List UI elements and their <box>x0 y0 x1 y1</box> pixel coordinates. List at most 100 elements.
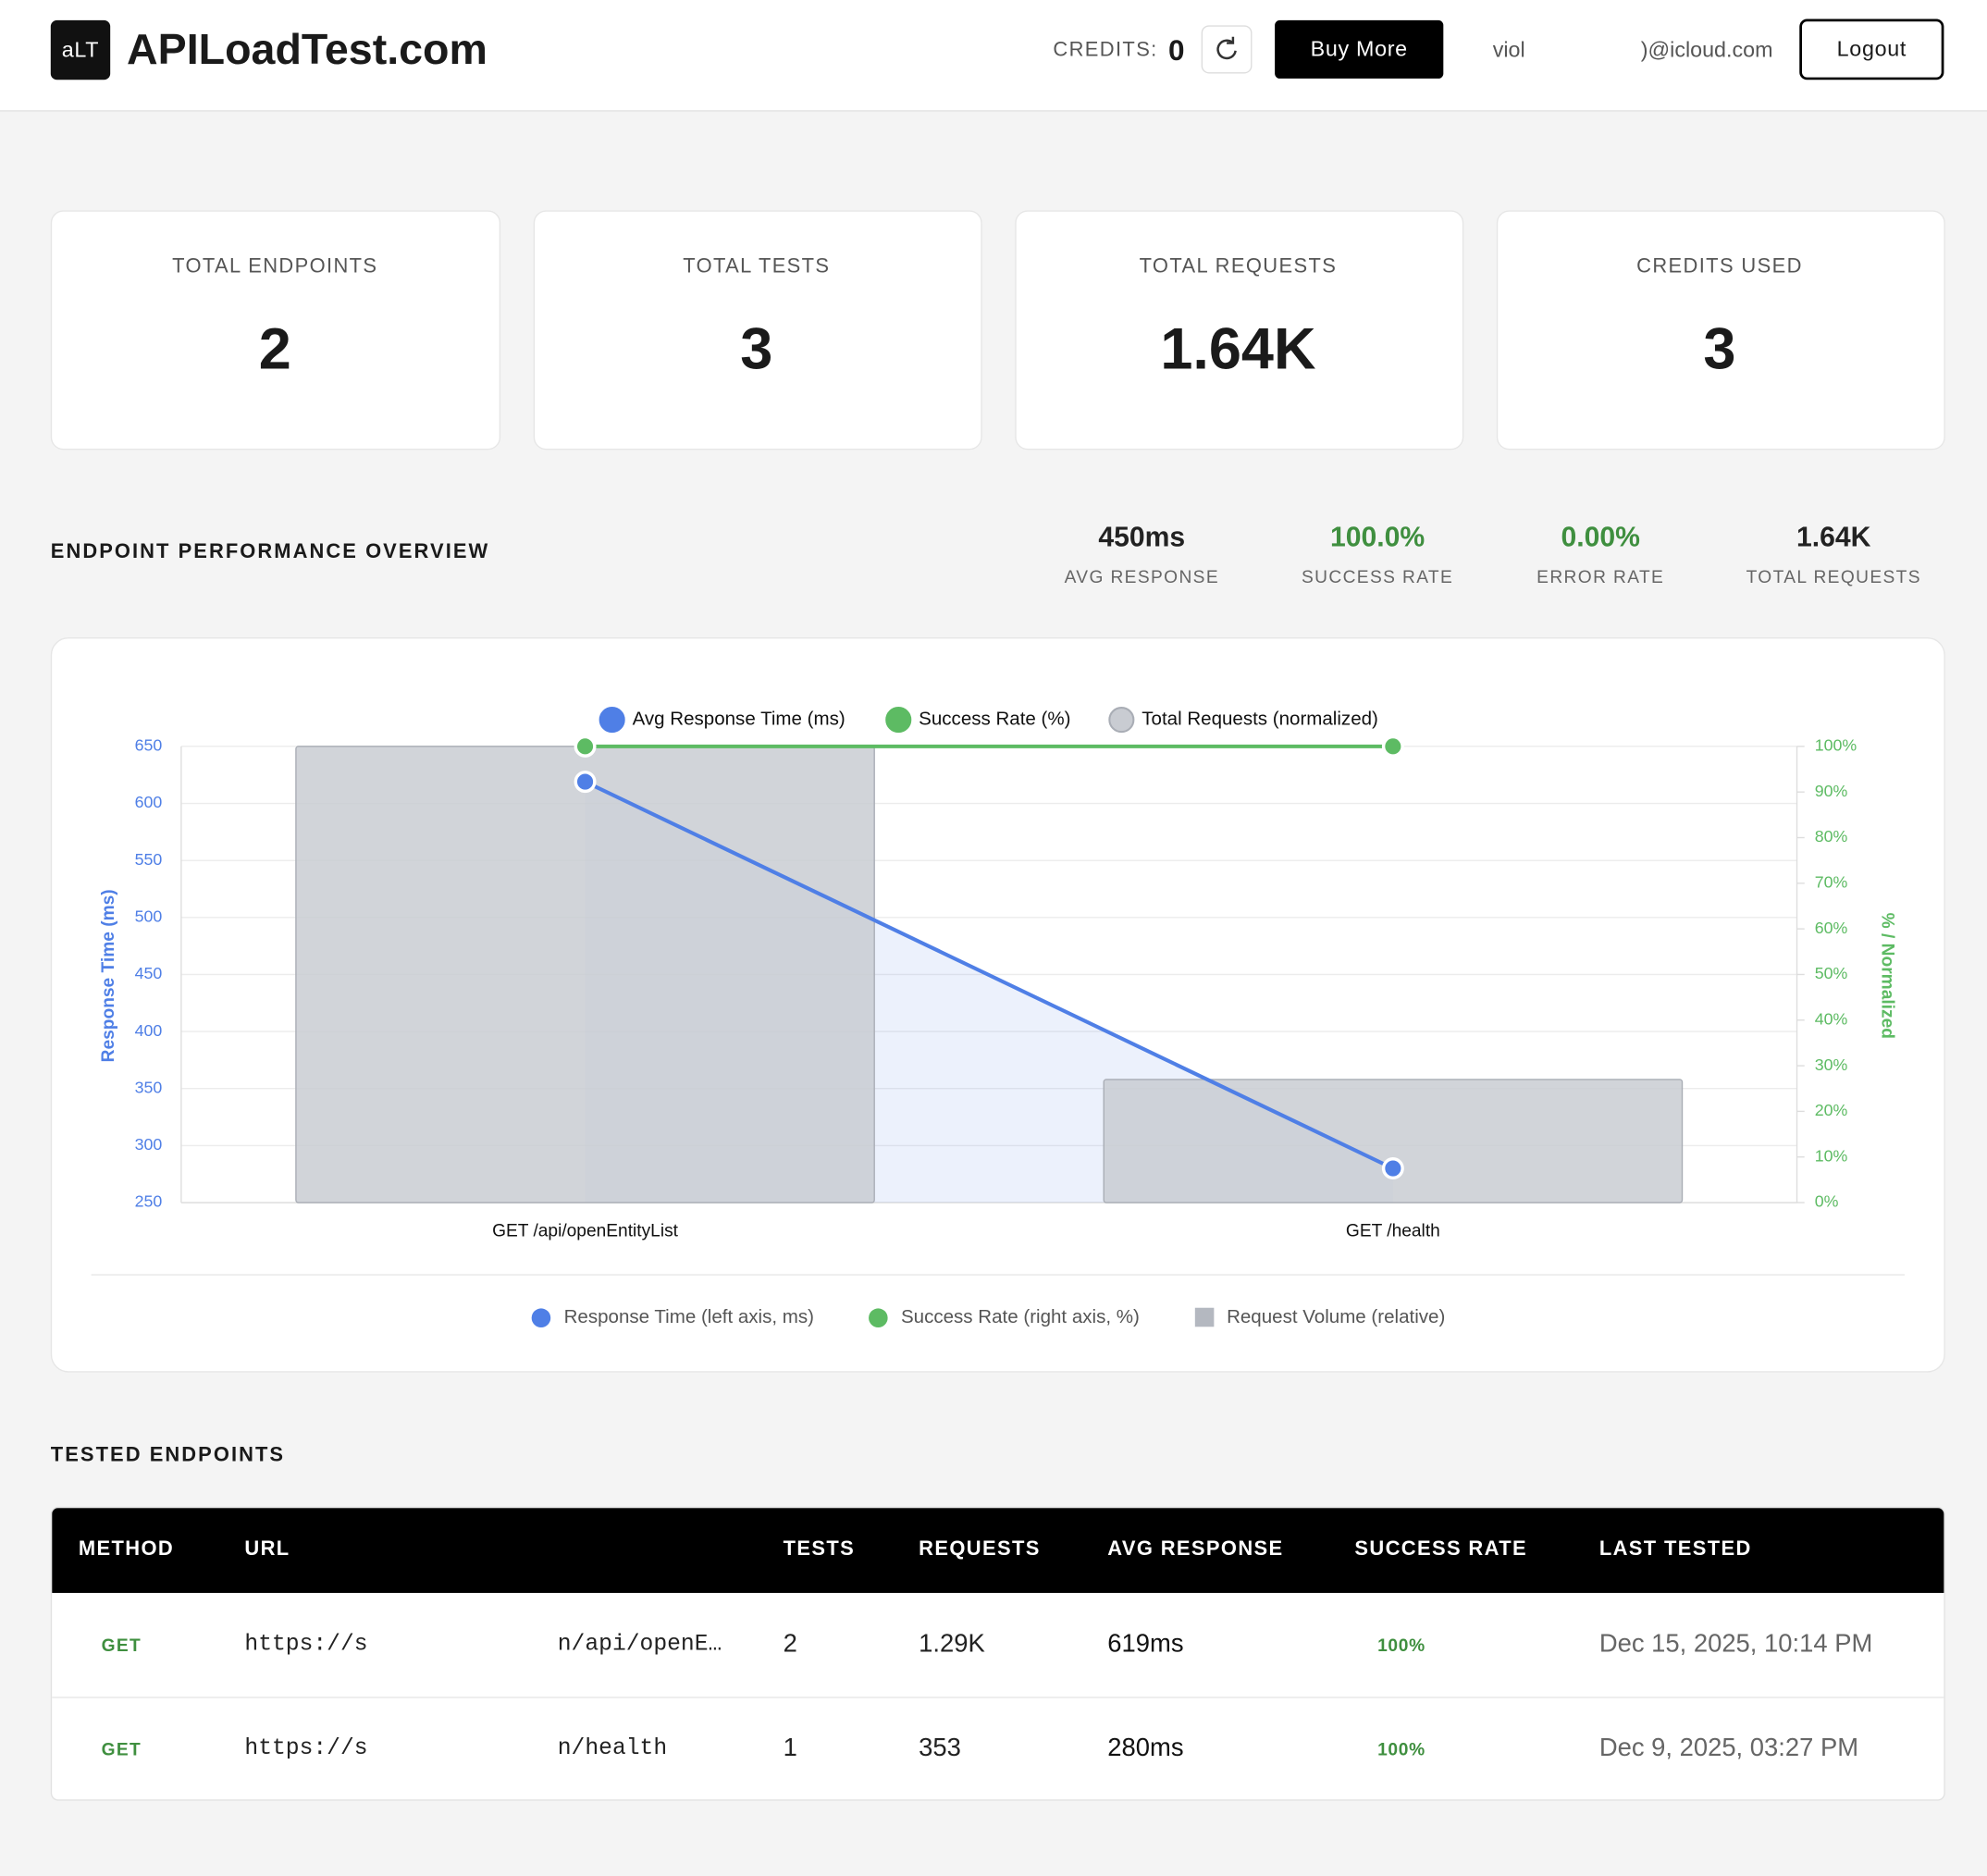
stat-card <box>50 210 501 450</box>
column-header: REQUESTS <box>919 1538 1041 1561</box>
y2-tick-label: 30% <box>1815 1055 1848 1074</box>
url: https://s <box>244 1632 368 1658</box>
method: GET <box>101 1738 142 1759</box>
url: n/api/openE… <box>557 1632 722 1658</box>
credits-label: CREDITS: <box>1053 39 1158 61</box>
y2-tick-label: 0% <box>1815 1192 1839 1211</box>
table <box>50 1506 1945 1801</box>
line <box>584 780 1394 1170</box>
success-rate: 100% <box>1377 1635 1425 1656</box>
y-tick-label: 350 <box>135 1078 163 1096</box>
buy-more-button[interactable]: Buy More <box>1275 19 1444 79</box>
bar <box>295 746 875 1203</box>
stat-card <box>1496 210 1945 450</box>
y2-tick-label: 80% <box>1815 827 1848 845</box>
y2-tick-label: 60% <box>1815 919 1848 937</box>
y-tick-label: 650 <box>135 736 163 755</box>
legend-label: Total Requests (normalized) <box>1142 709 1378 730</box>
note-label: Success Rate (right axis, %) <box>901 1306 1140 1327</box>
column-header: METHOD <box>78 1538 175 1561</box>
user-name: viol <box>1492 38 1525 63</box>
metric-value: 100.0% <box>1329 521 1425 553</box>
chart: 250 300 350 400 450 500 550 600 650 0% 10% 20% 30% 40… <box>91 707 1905 1327</box>
y2-tick-label: 40% <box>1815 1009 1848 1028</box>
x-tick-label: GET /api/openEntityList <box>492 1222 679 1241</box>
metric-value: 1.64K <box>1796 521 1871 553</box>
y2-tick-label: 100% <box>1815 736 1857 755</box>
y2-axis-title: % / Normalized <box>1878 913 1897 1039</box>
stat-value: 1.64K <box>1160 315 1316 382</box>
stat-value: 3 <box>740 315 773 382</box>
avg-response: 619ms <box>1107 1630 1184 1659</box>
y-tick-label: 550 <box>135 850 163 869</box>
column-header: URL <box>244 1538 290 1561</box>
stat-label: CREDITS USED <box>1636 255 1803 278</box>
tests: 1 <box>783 1734 797 1762</box>
metric-label: ERROR RATE <box>1537 566 1665 587</box>
success-rate: 100% <box>1377 1738 1425 1759</box>
note-marker <box>869 1308 888 1327</box>
table-row[interactable] <box>52 1593 1944 1698</box>
y2-tick-label: 70% <box>1815 873 1848 892</box>
brand[interactable]: APILoadTest.com <box>126 26 487 75</box>
user-email: )@icloud.com <box>1640 38 1773 63</box>
x-tick-label: GET /health <box>1346 1222 1440 1241</box>
section-title: ENDPOINT PERFORMANCE OVERVIEW <box>50 540 490 563</box>
y-tick-label: 500 <box>135 907 163 926</box>
header <box>0 0 1987 112</box>
note-marker <box>1194 1307 1215 1327</box>
y-tick-label: 300 <box>135 1135 163 1154</box>
table-header <box>52 1508 1944 1593</box>
metric-label: SUCCESS RATE <box>1301 566 1454 587</box>
tests: 2 <box>783 1630 797 1659</box>
refresh-icon <box>1216 36 1237 60</box>
requests: 1.29K <box>919 1630 985 1659</box>
metric-value: 450ms <box>1098 521 1186 553</box>
legend-marker <box>599 707 625 734</box>
note-marker <box>531 1308 551 1327</box>
stat-value: 3 <box>1703 315 1736 382</box>
stat-card <box>533 210 982 450</box>
bar <box>1103 1079 1684 1203</box>
point <box>1381 734 1404 758</box>
note-label: Request Volume (relative) <box>1227 1306 1445 1327</box>
avg-response: 280ms <box>1107 1734 1184 1762</box>
refresh-button[interactable] <box>1201 25 1253 74</box>
credits-value: 0 <box>1168 33 1185 67</box>
metric-label: TOTAL REQUESTS <box>1746 566 1921 587</box>
y2-tick-label: 50% <box>1815 964 1848 982</box>
note-label: Response Time (left axis, ms) <box>564 1306 814 1327</box>
point <box>574 734 597 758</box>
metric-value: 0.00% <box>1561 521 1640 553</box>
y-tick-label: 600 <box>135 793 163 811</box>
stat-label: TOTAL ENDPOINTS <box>172 255 378 278</box>
stat-label: TOTAL REQUESTS <box>1139 255 1338 278</box>
column-header: TESTS <box>783 1538 856 1561</box>
stat-value: 2 <box>258 315 291 382</box>
last-tested: Dec 9, 2025, 03:27 PM <box>1598 1734 1859 1762</box>
y-axis-title: Response Time (ms) <box>99 889 118 1062</box>
y2-tick-label: 20% <box>1815 1101 1848 1119</box>
y-tick-label: 400 <box>135 1021 163 1040</box>
requests: 353 <box>919 1734 961 1762</box>
url: https://s <box>244 1735 368 1762</box>
legend-label: Avg Response Time (ms) <box>633 709 845 730</box>
column-header: LAST TESTED <box>1598 1538 1752 1561</box>
metric-label: AVG RESPONSE <box>1064 566 1219 587</box>
point <box>574 771 597 794</box>
column-header: SUCCESS RATE <box>1354 1538 1527 1561</box>
point <box>1381 1157 1404 1180</box>
stat-label: TOTAL TESTS <box>683 255 831 278</box>
y2-tick-label: 90% <box>1815 782 1848 800</box>
legend-marker <box>885 707 912 734</box>
url: n/health <box>557 1735 668 1762</box>
column-header: AVG RESPONSE <box>1107 1538 1284 1561</box>
y2-tick-label: 10% <box>1815 1146 1848 1165</box>
stat-card <box>1015 210 1464 450</box>
logout-button[interactable]: Logout <box>1799 19 1944 80</box>
legend-marker <box>1108 707 1135 734</box>
logo[interactable]: aLT <box>50 19 111 80</box>
last-tested: Dec 15, 2025, 10:14 PM <box>1598 1630 1873 1659</box>
